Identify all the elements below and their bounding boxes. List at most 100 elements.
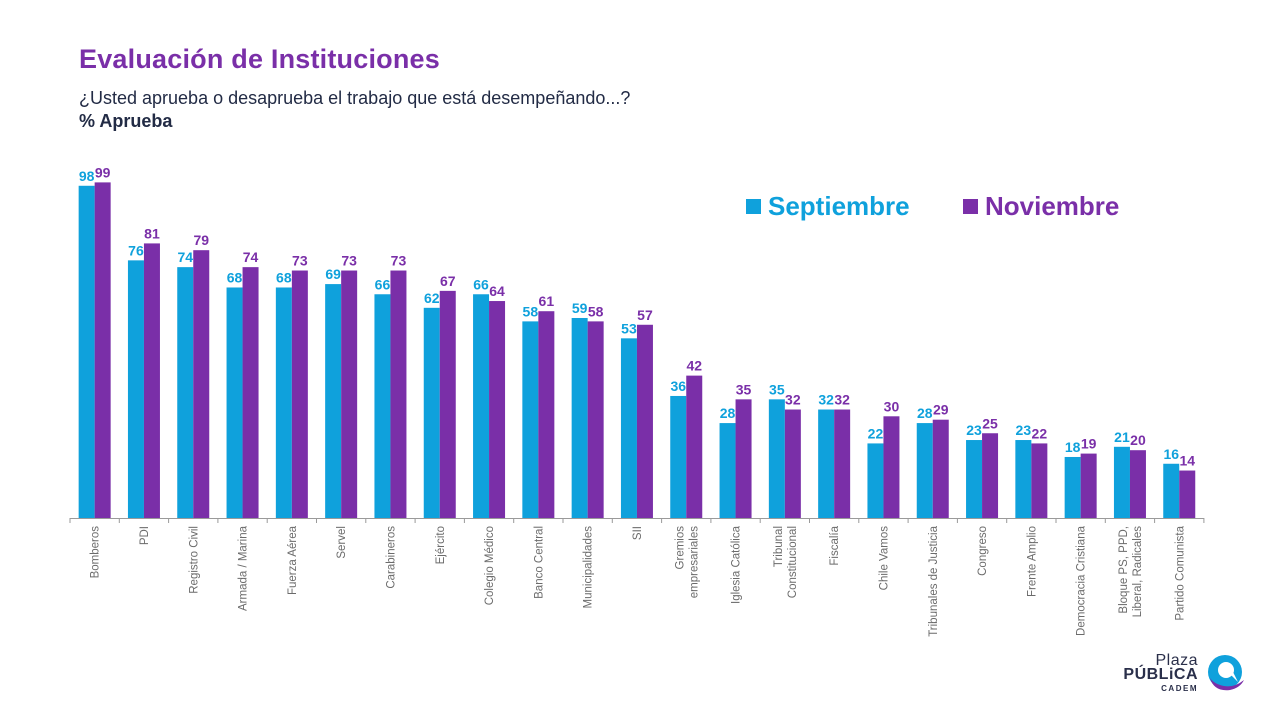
data-label-noviembre: 64 <box>489 283 505 299</box>
x-tick-label: PDI <box>139 526 151 545</box>
bar-noviembre <box>489 301 506 518</box>
chart-subtitle: ¿Usted aprueba o desaprueba el trabajo q… <box>79 88 631 108</box>
bar-noviembre <box>1080 453 1097 518</box>
bar-septiembre <box>1113 446 1130 518</box>
data-label-septiembre: 62 <box>424 290 440 306</box>
bar-septiembre <box>1163 463 1180 518</box>
bar-septiembre <box>325 284 342 518</box>
bar-septiembre <box>1064 456 1081 518</box>
data-label-septiembre: 35 <box>769 381 785 397</box>
data-label-septiembre: 66 <box>375 276 391 292</box>
plaza-publica-logo: Plaza PÚBLiCA CADEM <box>1123 648 1254 698</box>
x-tick-label: Democracia Cristiana <box>1076 525 1088 636</box>
data-label-septiembre: 59 <box>572 300 588 316</box>
data-label-noviembre: 73 <box>391 253 407 269</box>
bar-septiembre <box>226 287 243 518</box>
bar-septiembre <box>1015 440 1032 518</box>
bar-septiembre <box>473 294 490 518</box>
data-label-noviembre: 32 <box>785 392 801 408</box>
bar-noviembre <box>291 270 308 518</box>
bar-noviembre <box>636 324 653 518</box>
bar-septiembre <box>423 307 440 518</box>
bar-noviembre <box>341 270 358 518</box>
bar-septiembre <box>275 287 292 518</box>
bar-septiembre <box>818 409 835 518</box>
data-label-noviembre: 14 <box>1179 453 1195 469</box>
data-label-septiembre: 36 <box>670 378 686 394</box>
bar-noviembre <box>686 375 703 518</box>
x-tick-label: Tribunal Constitucional <box>773 526 799 598</box>
bar-septiembre <box>620 338 637 518</box>
bar-septiembre <box>966 440 983 518</box>
bar-noviembre <box>982 433 999 518</box>
bar-noviembre <box>1129 450 1146 518</box>
x-tick-label: Bomberos <box>90 526 102 579</box>
bar-septiembre <box>867 443 884 518</box>
data-label-noviembre: 79 <box>193 232 209 248</box>
data-label-septiembre: 18 <box>1065 439 1081 455</box>
bar-noviembre <box>587 321 604 518</box>
data-label-noviembre: 74 <box>243 249 259 265</box>
bar-septiembre <box>571 317 588 518</box>
bar-noviembre <box>784 409 801 518</box>
bar-noviembre <box>1031 443 1048 518</box>
data-label-septiembre: 16 <box>1163 446 1179 462</box>
x-tick-label: Carabineros <box>385 526 397 589</box>
x-tick-label: Fiscalía <box>829 525 841 565</box>
logo-text-cadem: CADEM <box>1161 684 1198 693</box>
data-label-septiembre: 23 <box>966 422 982 438</box>
bar-noviembre <box>193 250 210 518</box>
x-tick-label: Bloque PS, PPD, Liberal, Radicales <box>1118 526 1144 618</box>
x-tick-label: Servel <box>336 526 348 559</box>
bar-septiembre <box>768 399 785 518</box>
x-tick-label: Frente Amplio <box>1026 526 1038 597</box>
data-label-noviembre: 61 <box>539 293 555 309</box>
data-label-noviembre: 22 <box>1032 425 1048 441</box>
bar-noviembre <box>390 270 407 518</box>
data-label-septiembre: 76 <box>128 242 144 258</box>
data-label-septiembre: 68 <box>227 269 243 285</box>
bar-noviembre <box>143 243 160 518</box>
bar-septiembre <box>522 321 539 518</box>
data-label-noviembre: 30 <box>884 398 900 414</box>
legend-swatch-noviembre <box>963 199 978 214</box>
bar-noviembre <box>94 182 111 518</box>
data-label-noviembre: 99 <box>95 164 111 180</box>
x-tick-label: Tribunales de Justicia <box>928 525 940 636</box>
bar-septiembre <box>916 423 933 518</box>
legend-label-septiembre: Septiembre <box>768 191 910 221</box>
x-tick-label: Registro Civil <box>188 526 200 594</box>
data-label-noviembre: 42 <box>686 358 702 374</box>
bar-noviembre <box>1179 470 1196 518</box>
x-tick-label: Municipalidades <box>583 526 595 609</box>
data-label-noviembre: 25 <box>982 415 998 431</box>
data-label-septiembre: 68 <box>276 269 292 285</box>
bar-noviembre <box>834 409 851 518</box>
data-label-septiembre: 53 <box>621 320 637 336</box>
data-label-noviembre: 73 <box>292 253 308 269</box>
bar-noviembre <box>883 416 900 518</box>
bar-septiembre <box>719 423 736 518</box>
bar-septiembre <box>127 260 144 518</box>
data-label-septiembre: 23 <box>1016 422 1032 438</box>
chart-title: Evaluación de Instituciones <box>79 44 440 74</box>
x-tick-label: Banco Central <box>533 526 545 599</box>
data-label-noviembre: 81 <box>144 225 160 241</box>
logo-text-publica: PÚBLiCA <box>1123 666 1198 683</box>
bar-noviembre <box>538 311 555 518</box>
x-tick-label: Colegio Médico <box>484 526 496 605</box>
x-tick-label: Gremios empresariales <box>674 526 700 598</box>
data-label-septiembre: 28 <box>720 405 736 421</box>
data-label-noviembre: 19 <box>1081 436 1097 452</box>
data-label-septiembre: 66 <box>473 276 489 292</box>
data-label-septiembre: 74 <box>177 249 193 265</box>
data-label-noviembre: 20 <box>1130 432 1146 448</box>
data-label-noviembre: 29 <box>933 402 949 418</box>
data-label-noviembre: 58 <box>588 303 604 319</box>
x-tick-label: Armada / Marina <box>238 525 250 611</box>
data-label-septiembre: 28 <box>917 405 933 421</box>
legend-swatch-septiembre <box>746 199 761 214</box>
data-label-septiembre: 22 <box>868 425 884 441</box>
data-label-noviembre: 67 <box>440 273 456 289</box>
